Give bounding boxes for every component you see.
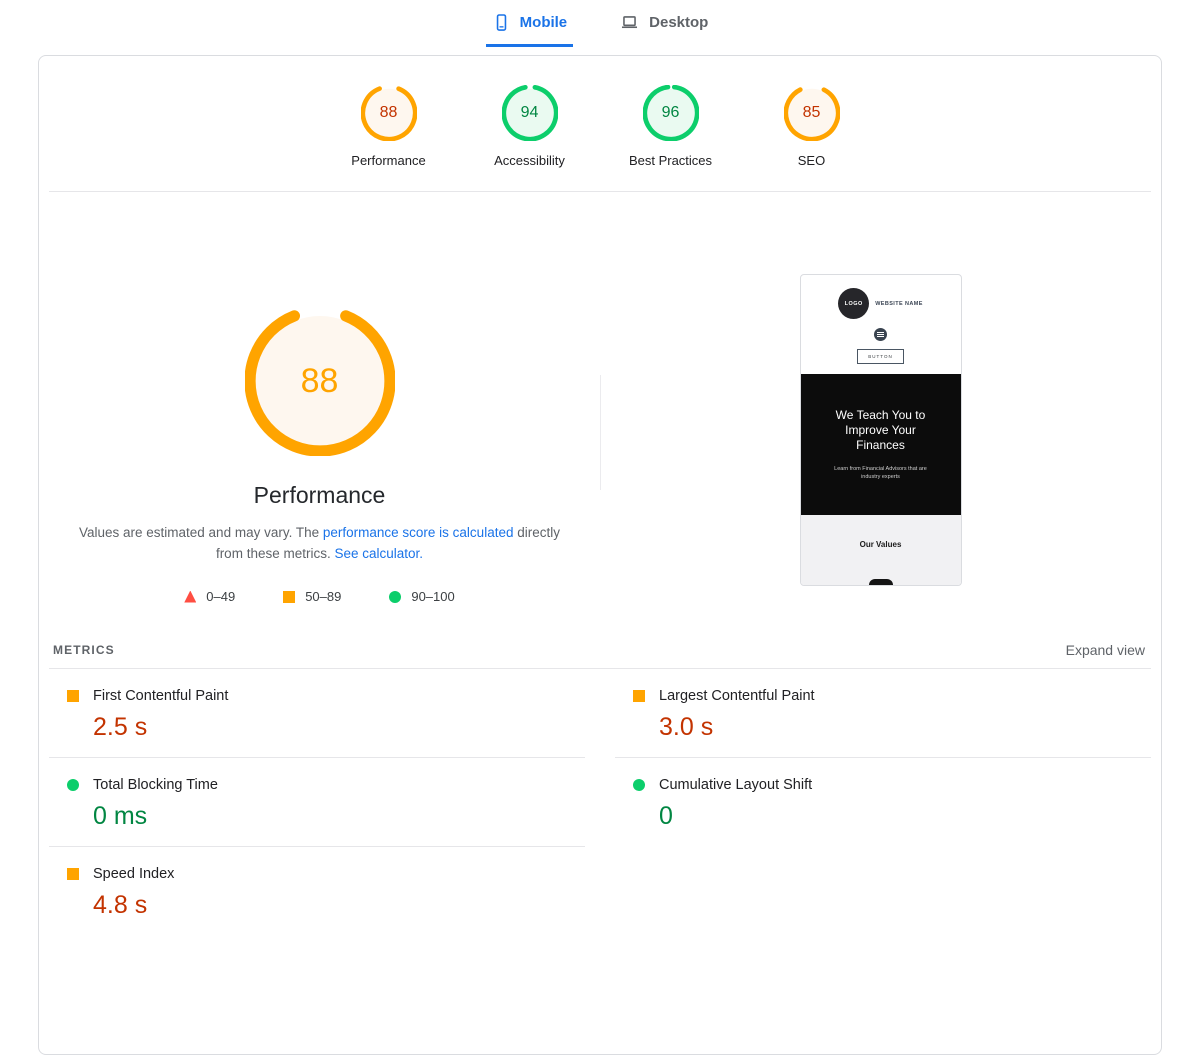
- fail-triangle-icon: [184, 590, 197, 603]
- metric-value: 2.5 s: [93, 713, 148, 741]
- performance-score-panel: 88 Performance Values are estimated and …: [39, 192, 600, 629]
- preview-circle-arc: [868, 579, 893, 585]
- screenshot-panel: LOGO WEBSITE NAME BUTTON We Teach You to…: [600, 192, 1161, 629]
- preview-hero-subtitle: Learn from Financial Advisors that are i…: [834, 466, 927, 480]
- preview-site-name: WEBSITE NAME: [875, 300, 923, 307]
- metric-total-blocking-time: Total Blocking Time 0 ms: [49, 758, 585, 847]
- metric-cumulative-layout-shift: Cumulative Layout Shift 0: [615, 758, 1151, 847]
- metrics-section: METRICS Expand view First Contentful Pai…: [39, 629, 1161, 935]
- tab-desktop-label: Desktop: [649, 13, 709, 31]
- mobile-phone-icon: [496, 13, 506, 31]
- metric-name: Cumulative Layout Shift: [659, 777, 813, 793]
- pass-circle-icon: [633, 779, 645, 791]
- hamburger-menu-icon: [874, 328, 887, 341]
- legend-item-average: 50–89: [283, 589, 341, 604]
- metric-value: 3.0 s: [659, 713, 714, 741]
- performance-section-title: Performance: [253, 482, 386, 508]
- score-calculation-link[interactable]: performance score is calculated: [322, 525, 514, 540]
- gauge-label: SEO: [797, 153, 826, 168]
- gauge-accessibility[interactable]: 94 Accessibility: [477, 85, 582, 168]
- performance-overview: 88 Performance Values are estimated and …: [39, 192, 1161, 629]
- gauge-score: 88: [379, 104, 398, 121]
- average-square-icon: [283, 590, 296, 603]
- preview-hero-title: We Teach You to Improve Your Finances: [835, 408, 926, 452]
- performance-big-gauge: 88: [244, 306, 395, 456]
- metric-largest-contentful-paint: Largest Contentful Paint 3.0 s: [615, 669, 1151, 758]
- page-screenshot-thumbnail[interactable]: LOGO WEBSITE NAME BUTTON We Teach You to…: [799, 274, 962, 586]
- gauge-best-practices[interactable]: 96 Best Practices: [618, 85, 723, 168]
- legend-item-fail: 0–49: [184, 589, 235, 604]
- gauge-ring: [642, 85, 699, 141]
- category-scores-row: 88 Performance 94 Accessibility: [49, 56, 1151, 192]
- metric-speed-index: Speed Index 4.8 s: [49, 847, 585, 935]
- average-square-icon: [67, 690, 79, 702]
- tab-mobile[interactable]: Mobile: [485, 0, 574, 47]
- metrics-header: METRICS Expand view: [49, 629, 1151, 669]
- note-text: Values are estimated and may vary. The: [78, 525, 320, 540]
- metric-name: First Contentful Paint: [93, 688, 229, 704]
- metric-value: 0: [659, 802, 673, 830]
- preview-header: LOGO WEBSITE NAME: [801, 275, 961, 319]
- average-square-icon: [67, 868, 79, 880]
- preview-values-section: Our Values: [800, 515, 961, 585]
- pass-circle-icon: [389, 590, 402, 603]
- gauge-score: 85: [802, 104, 821, 121]
- metric-name: Largest Contentful Paint: [659, 688, 815, 704]
- gauge-ring: [783, 85, 840, 141]
- gauge-score: 94: [520, 104, 539, 121]
- metric-first-contentful-paint: First Contentful Paint 2.5 s: [49, 669, 585, 758]
- gauge-label: Performance: [351, 153, 426, 168]
- metric-value: 4.8 s: [93, 891, 148, 919]
- preview-button: BUTTON: [857, 349, 904, 364]
- metric-name: Speed Index: [93, 866, 175, 882]
- tab-desktop[interactable]: Desktop: [613, 0, 714, 47]
- metrics-heading: METRICS: [53, 643, 115, 657]
- desktop-laptop-icon: [622, 15, 638, 28]
- preview-values-title: Our Values: [859, 540, 902, 549]
- gauge-ring: [360, 85, 417, 141]
- performance-score-value: 88: [300, 361, 339, 400]
- gauge-ring: [244, 306, 395, 456]
- note-text: directly from these metrics.: [215, 525, 560, 561]
- preview-hero: We Teach You to Improve Your Finances Le…: [800, 374, 961, 515]
- average-square-icon: [633, 690, 645, 702]
- legend-item-pass: 90–100: [389, 589, 455, 604]
- device-tabs: Mobile Desktop: [0, 0, 1200, 47]
- metric-value: 0 ms: [93, 802, 148, 830]
- gauge-performance[interactable]: 88 Performance: [336, 85, 441, 168]
- vertical-divider: [600, 375, 601, 490]
- preview-logo: LOGO: [838, 288, 870, 319]
- legend-range: 90–100: [411, 589, 455, 604]
- expand-view-button[interactable]: Expand view: [1065, 642, 1145, 658]
- report-card: 88 Performance 94 Accessibility: [38, 55, 1162, 1055]
- pass-circle-icon: [67, 779, 79, 791]
- gauge-label: Best Practices: [628, 153, 713, 168]
- see-calculator-link[interactable]: See calculator.: [334, 546, 424, 561]
- gauge-ring: [501, 85, 558, 141]
- legend-range: 50–89: [305, 589, 342, 604]
- gauge-label: Accessibility: [494, 153, 565, 168]
- gauge-score: 96: [661, 104, 680, 121]
- metric-name: Total Blocking Time: [93, 777, 218, 793]
- tab-mobile-label: Mobile: [519, 13, 568, 31]
- score-legend: 0–49 50–89 90–100: [184, 589, 455, 604]
- metrics-grid: First Contentful Paint 2.5 s Largest Con…: [49, 669, 1151, 935]
- gauge-seo[interactable]: 85 SEO: [759, 85, 864, 168]
- performance-note: Values are estimated and may vary. The p…: [70, 522, 570, 564]
- legend-range: 0–49: [206, 589, 236, 604]
